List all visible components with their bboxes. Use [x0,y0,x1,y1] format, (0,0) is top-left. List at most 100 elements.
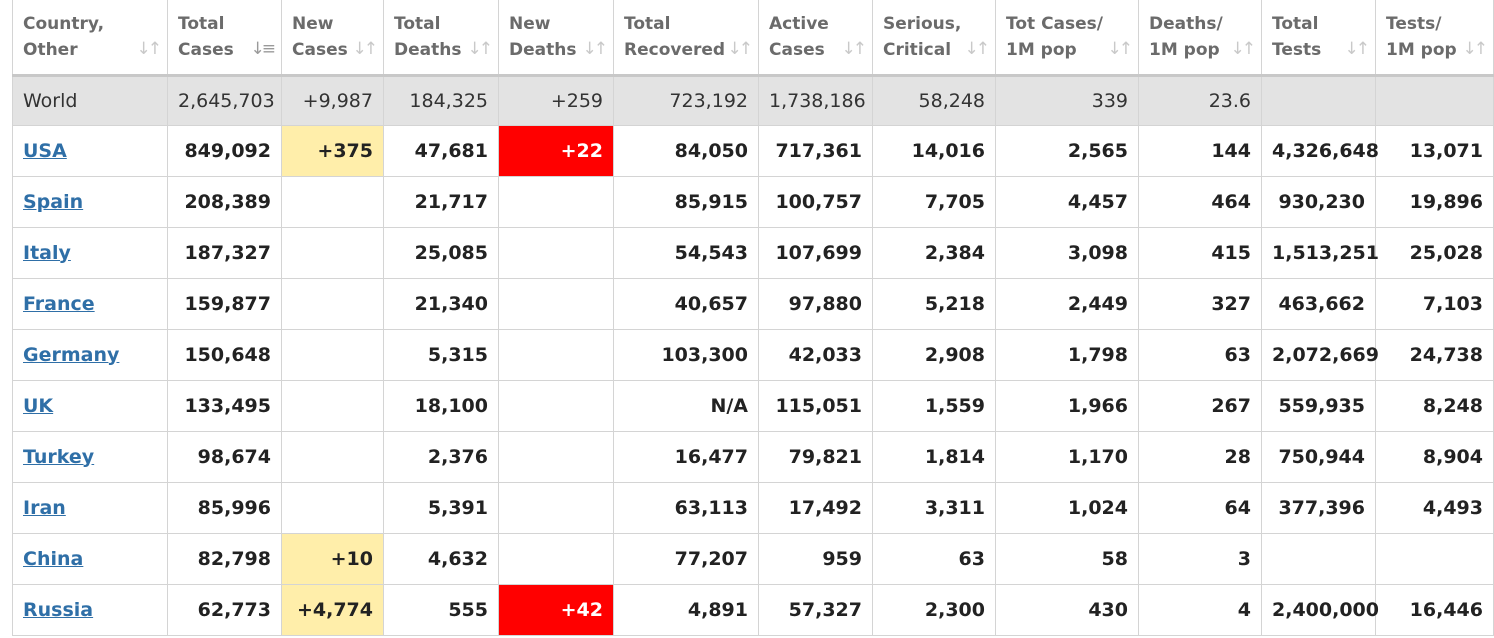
new-cases-cell: +375 [281,124,384,177]
deaths-per-million-cell: 28 [1138,430,1262,483]
sort-icon[interactable]: ↓↑ [727,38,753,59]
country-link[interactable]: USA [23,139,67,162]
total-tests-cell [1261,74,1376,126]
new-cases-cell [281,328,384,381]
total-deaths-cell: 25,085 [383,226,499,279]
sort-icon[interactable]: ↓↑ [467,38,493,59]
col-header-new-deaths[interactable]: New Deaths ↓↑ [498,0,614,77]
covid-stats-table: Country, Other ↓↑ Total Cases ↓≡ New Cases ↓↑ … [12,0,1494,636]
country-link[interactable]: China [23,547,84,570]
total-cases-cell: 85,996 [167,481,282,534]
total-tests-cell: 930,230 [1261,175,1376,228]
total-cases-cell: 82,798 [167,532,282,585]
country-link[interactable]: France [23,292,95,315]
sort-icon[interactable]: ↓↑ [1107,38,1133,59]
table-row: France 159,877 21,340 40,657 97,880 5,218 2,44… [12,277,1494,330]
sort-icon[interactable]: ↓↑ [136,38,162,59]
col-header-cases-per-million[interactable]: Tot Cases/1M pop ↓↑ [995,0,1139,77]
total-recovered-cell: 85,915 [613,175,759,228]
country-link[interactable]: Germany [23,343,120,366]
sort-icon[interactable]: ↓↑ [582,38,608,59]
sort-icon[interactable]: ↓↑ [841,38,867,59]
tests-per-million-cell: 24,738 [1375,328,1494,381]
country-cell: UK [12,379,168,432]
table-row: Spain 208,389 21,717 85,915 100,757 7,705 4,45… [12,175,1494,228]
col-header-total-cases[interactable]: Total Cases ↓≡ [167,0,282,77]
table-row: Iran 85,996 5,391 63,113 17,492 3,311 1,024 64 3… [12,481,1494,534]
col-header-total-deaths[interactable]: Total Deaths ↓↑ [383,0,499,77]
total-cases-cell: 187,327 [167,226,282,279]
deaths-per-million-cell: 4 [1138,583,1262,636]
cases-per-million-cell: 1,170 [995,430,1139,483]
deaths-per-million-cell: 464 [1138,175,1262,228]
col-header-total-tests[interactable]: Total Tests ↓↑ [1261,0,1376,77]
sort-icon[interactable]: ↓↑ [352,38,378,59]
country-cell: Iran [12,481,168,534]
deaths-per-million-cell: 3 [1138,532,1262,585]
total-tests-cell: 377,396 [1261,481,1376,534]
active-cases-cell: 100,757 [758,175,873,228]
country-link[interactable]: Turkey [23,445,95,468]
total-deaths-cell: 5,391 [383,481,499,534]
col-header-serious-critical[interactable]: Serious, Critical ↓↑ [872,0,996,77]
total-recovered-cell: 40,657 [613,277,759,330]
total-tests-cell: 559,935 [1261,379,1376,432]
tests-per-million-cell: 8,904 [1375,430,1494,483]
col-header-tests-per-million[interactable]: Tests/1M pop ↓↑ [1375,0,1494,77]
table-row: USA 849,092 +375 47,681 +22 84,050 717,361 14,0… [12,124,1494,177]
country-cell: France [12,277,168,330]
cases-per-million-cell: 1,966 [995,379,1139,432]
country-link[interactable]: Iran [23,496,66,519]
country-cell: Spain [12,175,168,228]
total-deaths-cell: 4,632 [383,532,499,585]
total-tests-cell: 1,513,251 [1261,226,1379,279]
col-header-active-cases[interactable]: Active Cases ↓↑ [758,0,873,77]
total-recovered-cell: N/A [613,379,759,432]
col-header-total-recovered[interactable]: Total Recovered ↓↑ [613,0,759,77]
table-row: Italy 187,327 25,085 54,543 107,699 2,384 3,09… [12,226,1494,279]
col-header-deaths-per-million[interactable]: Deaths/1M pop ↓↑ [1138,0,1262,77]
tests-per-million-cell: 8,248 [1375,379,1494,432]
sort-icon[interactable]: ↓↑ [1462,38,1488,59]
country-link[interactable]: UK [23,394,54,417]
cases-per-million-cell: 1,798 [995,328,1139,381]
total-cases-cell: 98,674 [167,430,282,483]
cases-per-million-cell: 2,565 [995,124,1139,177]
country-link[interactable]: Italy [23,241,71,264]
new-cases-cell [281,226,384,279]
col-header-country[interactable]: Country, Other ↓↑ [12,0,168,77]
country-link[interactable]: Russia [23,598,94,621]
active-cases-cell: 97,880 [758,277,873,330]
total-deaths-cell: 555 [383,583,499,636]
table-row: Russia 62,773 +4,774 555 +42 4,891 57,327 2,300… [12,583,1494,636]
active-cases-cell: 115,051 [758,379,873,432]
country-cell: Turkey [12,430,168,483]
sort-icon[interactable]: ↓↑ [1344,38,1370,59]
sort-icon[interactable]: ↓↑ [1230,38,1256,59]
table-row: Turkey 98,674 2,376 16,477 79,821 1,814 1,170 2… [12,430,1494,483]
active-cases-cell: 959 [758,532,873,585]
total-cases-cell: 208,389 [167,175,282,228]
active-cases-cell: 57,327 [758,583,873,636]
new-deaths-cell [498,328,614,381]
deaths-per-million-cell: 63 [1138,328,1262,381]
tests-per-million-cell [1375,74,1494,126]
tests-per-million-cell: 4,493 [1375,481,1494,534]
sort-icon[interactable]: ↓↑ [964,38,990,59]
country-cell: Russia [12,583,168,636]
total-tests-cell: 2,400,000 [1261,583,1379,636]
active-cases-cell: 17,492 [758,481,873,534]
serious-critical-cell: 2,384 [872,226,996,279]
sort-desc-icon[interactable]: ↓≡ [250,38,276,59]
cases-per-million-cell: 2,449 [995,277,1139,330]
col-header-new-cases[interactable]: New Cases ↓↑ [281,0,384,77]
deaths-per-million-cell: 64 [1138,481,1262,534]
total-cases-cell: 2,645,703 [167,74,282,126]
active-cases-cell: 107,699 [758,226,873,279]
country-link[interactable]: Spain [23,190,84,213]
table-row: Germany 150,648 5,315 103,300 42,033 2,908 1,7… [12,328,1494,381]
table-row: UK 133,495 18,100 N/A 115,051 1,559 1,966 267 55… [12,379,1494,432]
active-cases-cell: 1,738,186 [758,74,873,126]
total-tests-cell [1261,532,1376,585]
deaths-per-million-cell: 415 [1138,226,1262,279]
